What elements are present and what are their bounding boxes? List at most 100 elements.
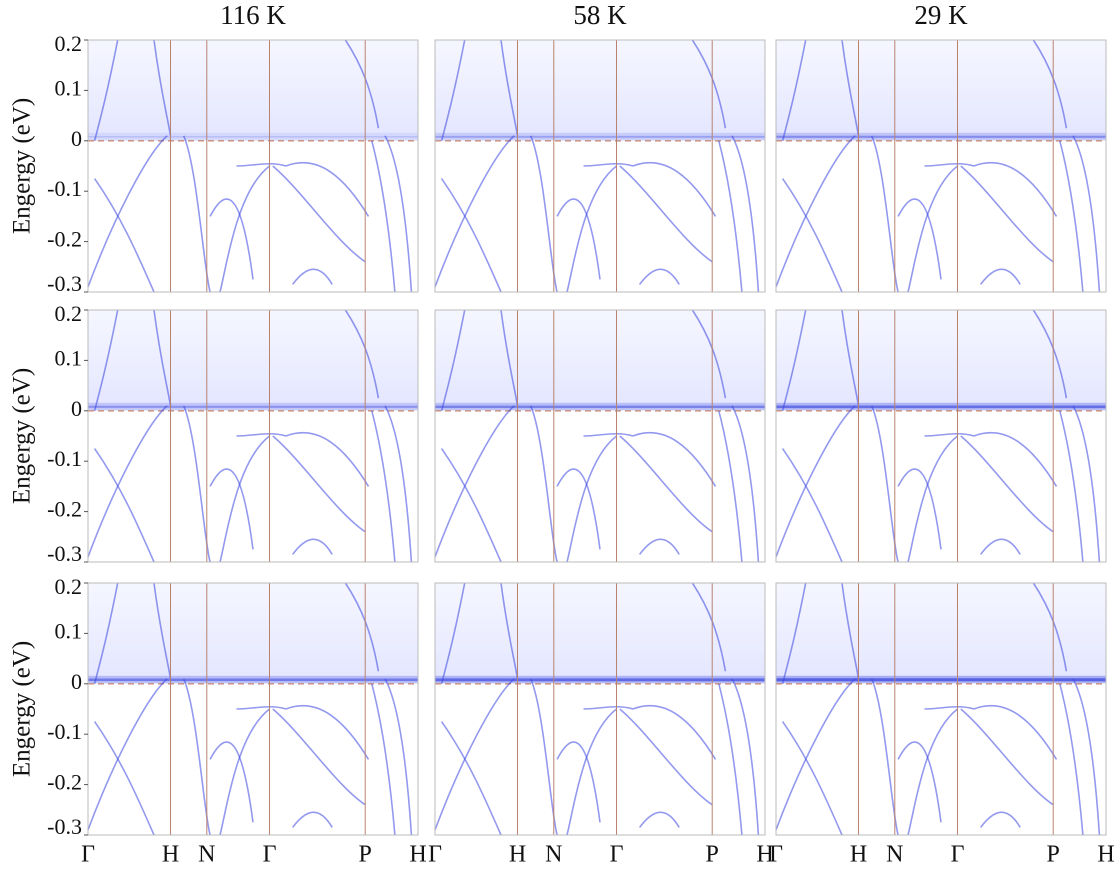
band-curve bbox=[384, 678, 413, 836]
x-tick-label: P bbox=[706, 842, 719, 868]
band-curve bbox=[153, 582, 172, 679]
band-curve bbox=[440, 582, 466, 685]
band-curve bbox=[285, 161, 370, 217]
flat-band bbox=[435, 132, 765, 140]
band-curve bbox=[973, 161, 1058, 217]
band-curve bbox=[870, 135, 899, 293]
band-curve bbox=[182, 135, 211, 293]
incoherent-haze bbox=[435, 40, 765, 141]
x-tick-label: P bbox=[359, 842, 372, 868]
band-curve bbox=[841, 309, 860, 406]
flat-band bbox=[776, 132, 1106, 140]
band-curve bbox=[1072, 135, 1101, 293]
band-curve bbox=[384, 405, 413, 563]
band-curve bbox=[440, 39, 466, 142]
panel bbox=[87, 39, 419, 293]
band-curve bbox=[529, 678, 558, 836]
incoherent-haze bbox=[88, 40, 418, 141]
band-curve bbox=[1059, 140, 1084, 293]
panel-title: 58 K bbox=[573, 0, 627, 30]
band-curve bbox=[153, 39, 172, 136]
incoherent-haze bbox=[88, 310, 418, 411]
band-curve bbox=[781, 39, 807, 142]
x-tick-label: H bbox=[409, 842, 426, 868]
y-tick-label: 0.1 bbox=[55, 75, 83, 100]
band-curve bbox=[960, 165, 1054, 263]
y-tick-label: 0 bbox=[71, 126, 82, 151]
band-curve bbox=[1072, 678, 1101, 836]
band-curve bbox=[781, 448, 843, 563]
y-tick-label: -0.3 bbox=[47, 814, 82, 839]
band-curve bbox=[291, 268, 333, 285]
band-curve bbox=[775, 405, 856, 558]
band-curve bbox=[291, 538, 333, 555]
band-curve bbox=[619, 708, 713, 806]
band-curve bbox=[960, 708, 1054, 806]
band-curve bbox=[500, 582, 519, 679]
band-curve bbox=[371, 683, 396, 836]
y-tick-label: 0.2 bbox=[55, 574, 83, 599]
y-axis-label: Engergy (eV) bbox=[9, 98, 36, 234]
band-curve bbox=[209, 468, 254, 550]
flat-band bbox=[435, 402, 765, 410]
band-curve bbox=[638, 811, 680, 828]
y-tick-label: -0.2 bbox=[47, 770, 82, 795]
x-tick-label: H bbox=[850, 842, 867, 868]
panel-frame bbox=[434, 582, 766, 836]
band-curve bbox=[638, 538, 680, 555]
band-curve bbox=[870, 405, 899, 563]
panel-frame bbox=[775, 582, 1107, 836]
band-curve bbox=[781, 178, 843, 293]
x-tick-label: Γ bbox=[428, 842, 442, 868]
y-axis-label: Engergy (eV) bbox=[9, 641, 36, 777]
panel bbox=[87, 309, 419, 563]
band-curve bbox=[781, 582, 807, 685]
band-curve bbox=[731, 405, 760, 563]
x-tick-label: H bbox=[509, 842, 526, 868]
band-curve bbox=[440, 721, 502, 836]
band-curve bbox=[209, 198, 254, 280]
band-curve bbox=[285, 704, 370, 760]
band-curve bbox=[219, 708, 270, 836]
band-curve bbox=[566, 435, 617, 563]
panel-frame bbox=[87, 309, 419, 563]
band-curve bbox=[87, 678, 168, 831]
flat-band bbox=[88, 675, 418, 683]
y-tick-label: 0.1 bbox=[55, 618, 83, 643]
band-curve bbox=[897, 741, 942, 823]
y-tick-label: -0.1 bbox=[47, 719, 82, 744]
band-curve bbox=[556, 741, 601, 823]
band-curve bbox=[924, 162, 975, 167]
band-curve bbox=[219, 435, 270, 563]
band-curve bbox=[731, 135, 760, 293]
band-curve bbox=[979, 811, 1021, 828]
panel-title: 29 K bbox=[914, 0, 968, 30]
band-curve bbox=[87, 135, 168, 288]
panel bbox=[775, 582, 1107, 836]
x-tick-label: P bbox=[1047, 842, 1060, 868]
y-tick-label: 0.2 bbox=[55, 31, 83, 56]
y-tick-label: 0 bbox=[71, 669, 82, 694]
y-tick-label: 0.1 bbox=[55, 345, 83, 370]
incoherent-haze bbox=[776, 40, 1106, 141]
band-curve bbox=[731, 678, 760, 836]
band-curve bbox=[566, 708, 617, 836]
band-curve bbox=[285, 431, 370, 487]
band-curve bbox=[556, 198, 601, 280]
band-curve bbox=[236, 705, 287, 710]
band-curve bbox=[1059, 410, 1084, 563]
band-curve bbox=[841, 582, 860, 679]
band-curve bbox=[775, 678, 856, 831]
band-curve bbox=[632, 704, 717, 760]
band-curve bbox=[440, 178, 502, 293]
band-curve bbox=[632, 161, 717, 217]
band-curve bbox=[897, 468, 942, 550]
band-curve bbox=[529, 405, 558, 563]
band-curve bbox=[1059, 683, 1084, 836]
x-tick-label: N bbox=[198, 842, 215, 868]
band-curve bbox=[272, 165, 366, 263]
incoherent-haze bbox=[88, 583, 418, 684]
x-tick-label: Γ bbox=[263, 842, 277, 868]
band-curve bbox=[384, 135, 413, 293]
